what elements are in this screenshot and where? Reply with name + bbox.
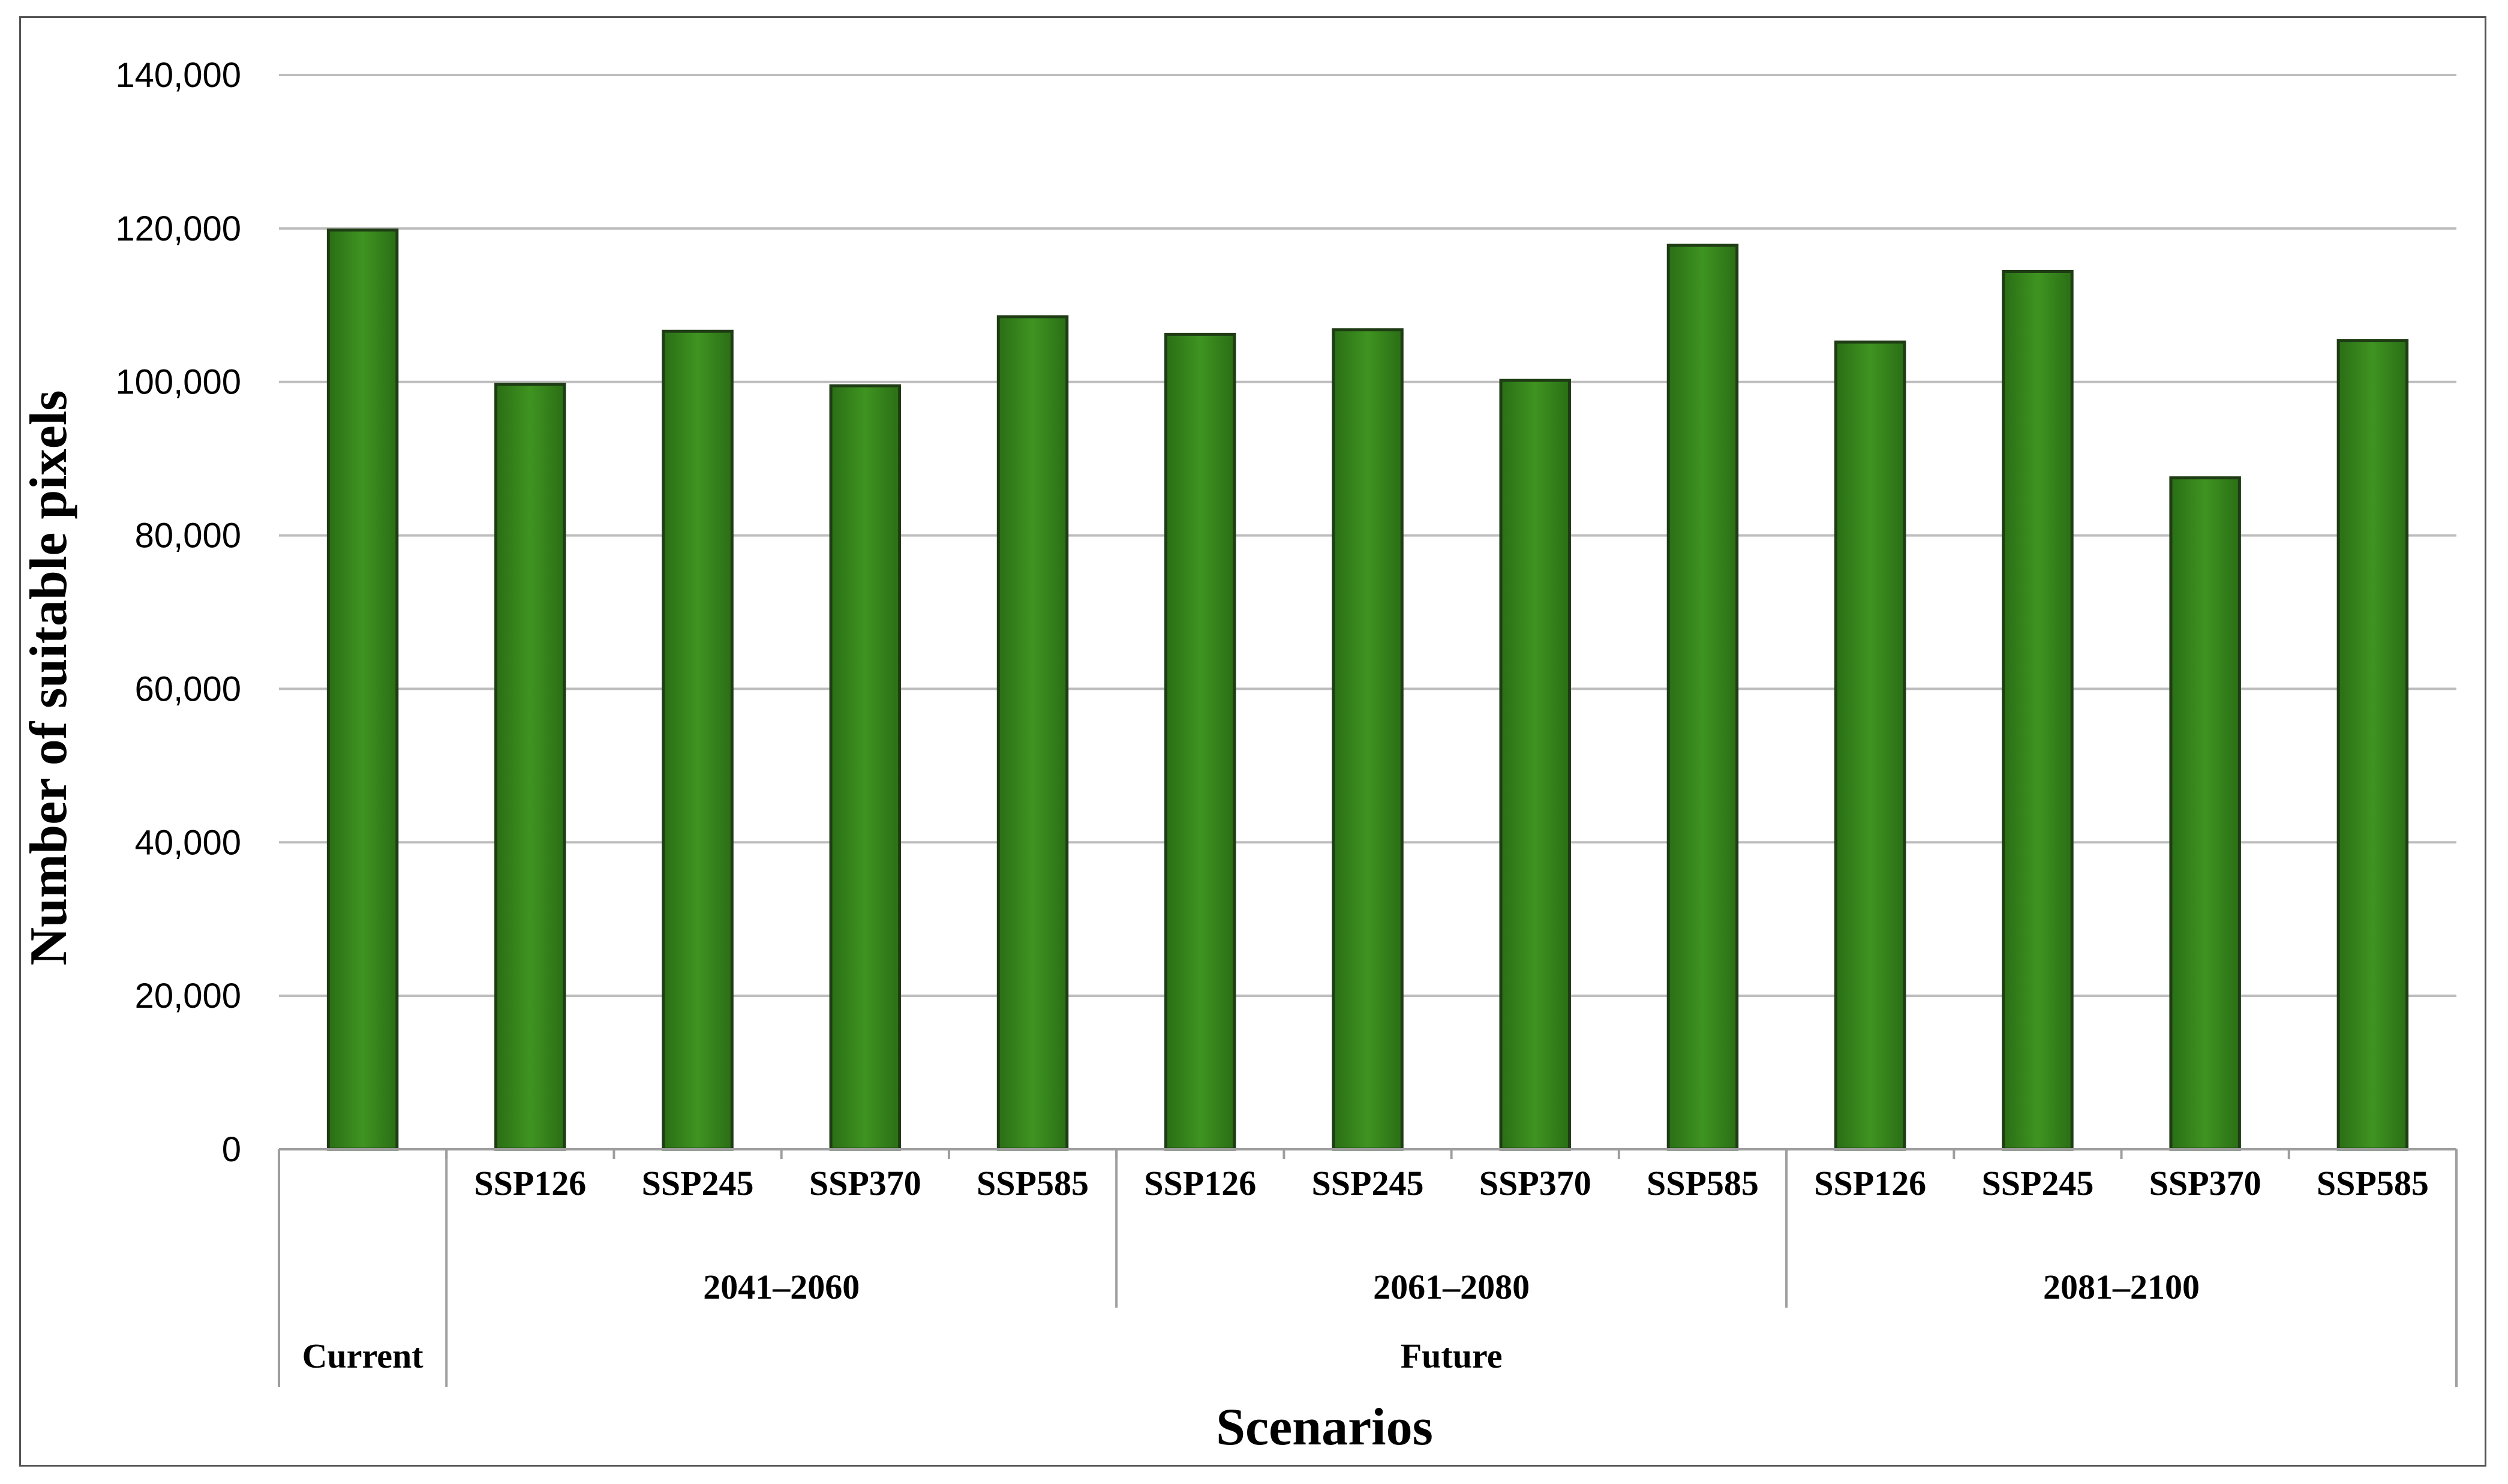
x-category-label: SSP585: [2317, 1164, 2429, 1203]
bar: [2002, 269, 2074, 1151]
bar: [2336, 339, 2409, 1151]
x-category-label: SSP370: [2149, 1164, 2261, 1203]
y-tick-label: 100,000: [115, 363, 241, 402]
x-axis-title: Scenarios: [1216, 1398, 1433, 1456]
x-category-label: SSP585: [1647, 1164, 1759, 1203]
bar: [662, 329, 734, 1151]
x-category-label: SSP126: [474, 1164, 586, 1203]
bar: [2169, 476, 2241, 1151]
y-axis-tick-labels: 0 20,000 40,000 60,000 80,000 100,000 120,000 1…: [115, 56, 241, 1169]
y-tick-label: 40,000: [135, 823, 241, 862]
bar: [1834, 340, 1906, 1151]
x-category-label: SSP126: [1144, 1164, 1256, 1203]
y-tick-label: 20,000: [135, 977, 241, 1016]
x-group-label: 2041–2060: [703, 1267, 860, 1306]
x-category-label: SSP585: [977, 1164, 1089, 1203]
bar: [1499, 378, 1571, 1151]
y-tick-label: 0: [222, 1130, 241, 1169]
y-tick-label: 120,000: [115, 209, 241, 248]
bar: [494, 383, 566, 1151]
y-tick-label: 60,000: [135, 669, 241, 708]
bar: [1332, 328, 1404, 1151]
x-category-label: SSP370: [1479, 1164, 1591, 1203]
y-tick-label: 140,000: [115, 56, 241, 95]
x-group-label: 2081–2100: [2043, 1267, 2200, 1306]
bar: [1164, 332, 1236, 1151]
x-category-label: SSP370: [809, 1164, 921, 1203]
x-category-label: SSP126: [1814, 1164, 1926, 1203]
bar: [996, 315, 1069, 1151]
x-category-label: SSP245: [642, 1164, 754, 1203]
y-axis-title: Number of suitable pixels: [20, 390, 78, 965]
y-tick-label: 80,000: [135, 516, 241, 555]
bars: [326, 228, 2409, 1151]
bar: [829, 384, 902, 1151]
bar: [1666, 244, 1739, 1151]
x-category-label: SSP245: [1312, 1164, 1424, 1203]
x-category-label: SSP245: [1981, 1164, 2093, 1203]
chart-frame: [19, 16, 2486, 1467]
x-group-label: 2061–2080: [1373, 1267, 1530, 1306]
x-top-group-label: Current: [302, 1336, 424, 1375]
x-top-group-label: Future: [1401, 1336, 1503, 1375]
bar: [326, 228, 399, 1151]
x-axis: SSP126 SSP245 SSP370 SSP585 SSP126 SSP245 SSP3…: [278, 1148, 2458, 1387]
